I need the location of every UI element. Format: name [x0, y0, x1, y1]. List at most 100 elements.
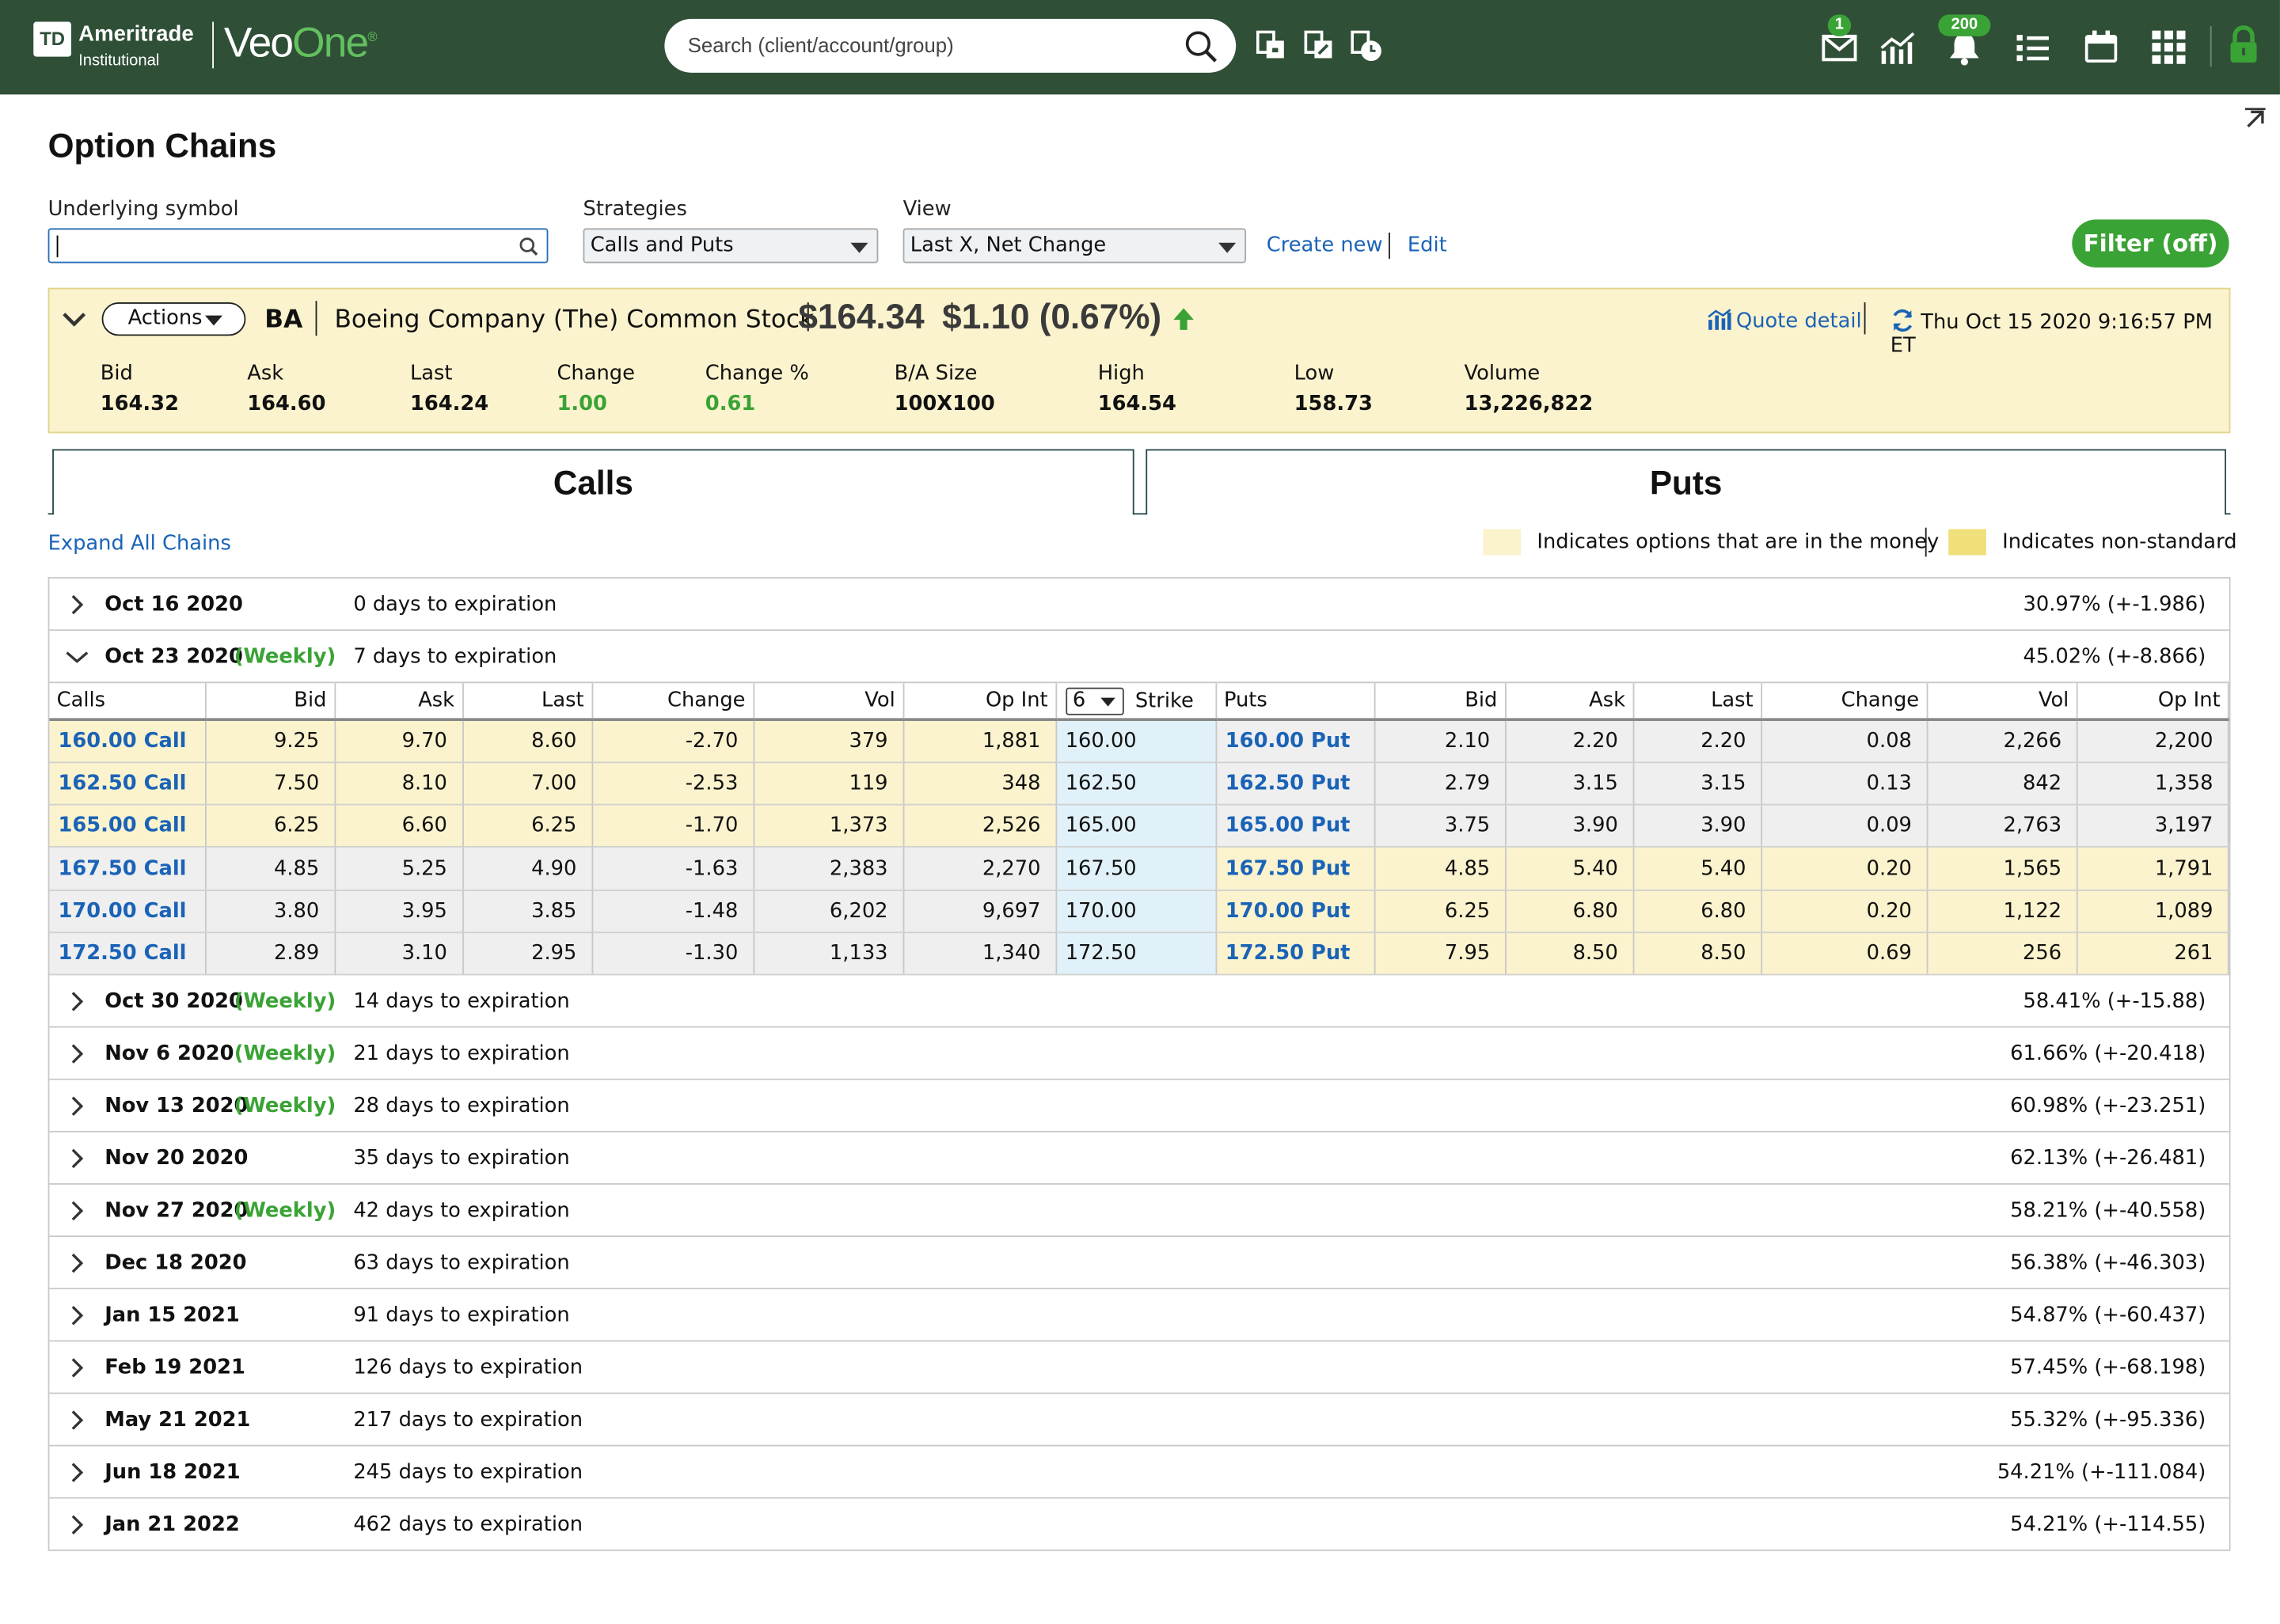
refresh-icon[interactable] — [1890, 309, 1921, 334]
call-cell[interactable]: 7.50 — [205, 761, 336, 806]
call-cell[interactable]: 3.10 — [334, 932, 464, 976]
call-cell[interactable]: 2.95 — [462, 932, 593, 976]
call-cell[interactable]: 4.85 — [205, 847, 336, 891]
put-cell[interactable]: 5.40 — [1633, 847, 1762, 891]
expiration-row[interactable]: Nov 6 2020 (Weekly) 21 days to expiration 6… — [49, 1028, 2229, 1081]
actions-button[interactable]: Actions — [101, 302, 246, 336]
search-icon[interactable] — [1184, 29, 1218, 70]
call-cell[interactable]: 6.25 — [462, 804, 593, 848]
chevron-right-icon[interactable] — [70, 1149, 84, 1175]
put-cell[interactable]: 2,266 — [1927, 719, 2078, 763]
column-header[interactable]: Change — [1761, 683, 1928, 722]
column-header[interactable]: Calls — [49, 683, 206, 722]
chevron-right-icon[interactable] — [70, 1254, 84, 1280]
put-cell[interactable]: 6.80 — [1505, 890, 1635, 934]
put-cell[interactable]: 0.20 — [1761, 890, 1928, 934]
put-option-link[interactable]: 170.00 Put — [1215, 890, 1376, 934]
strategies-dropdown[interactable]: Calls and Puts — [583, 228, 879, 264]
chevron-right-icon[interactable] — [70, 1358, 84, 1384]
column-header[interactable]: Ask — [1505, 683, 1635, 722]
call-cell[interactable]: 8.60 — [462, 719, 593, 763]
column-header[interactable]: Op Int — [902, 683, 1057, 722]
lock-icon[interactable] — [2229, 25, 2259, 70]
chevron-right-icon[interactable] — [70, 1515, 84, 1541]
put-cell[interactable]: 2,763 — [1927, 804, 2078, 848]
call-cell[interactable]: 1,133 — [753, 932, 904, 976]
chevron-right-icon[interactable] — [70, 594, 84, 620]
put-cell[interactable]: 8.50 — [1505, 932, 1635, 976]
put-cell[interactable]: 6.80 — [1633, 890, 1762, 934]
put-cell[interactable]: 2.20 — [1633, 719, 1762, 763]
call-cell[interactable]: 9.70 — [334, 719, 464, 763]
filter-button[interactable]: Filter (off) — [2072, 219, 2229, 268]
call-cell[interactable]: 9,697 — [902, 890, 1057, 934]
table-row[interactable]: 160.00 Call 9.25 9.70 8.60 -2.70 379 1,881 160.… — [49, 719, 2229, 763]
call-cell[interactable]: 1,373 — [753, 804, 904, 848]
column-header[interactable]: Last — [1633, 683, 1762, 722]
tab-calls[interactable]: Calls — [52, 449, 1134, 515]
call-option-link[interactable]: 167.50 Call — [49, 847, 206, 891]
call-option-link[interactable]: 170.00 Call — [49, 890, 206, 934]
table-row[interactable]: 172.50 Call 2.89 3.10 2.95 -1.30 1,133 1,340 17… — [49, 932, 2229, 976]
call-cell[interactable]: 2.89 — [205, 932, 336, 976]
quote-detail-link[interactable]: Quote detail — [1707, 308, 1862, 333]
expiration-row[interactable]: May 21 2021 217 days to expiration 55.32% … — [49, 1394, 2229, 1448]
put-cell[interactable]: 3.15 — [1505, 761, 1635, 806]
call-cell[interactable]: -1.70 — [591, 804, 754, 848]
put-cell[interactable]: 3.90 — [1505, 804, 1635, 848]
list-icon[interactable] — [2016, 32, 2050, 70]
expiration-row[interactable]: Feb 19 2021 126 days to expiration 57.45% … — [49, 1341, 2229, 1394]
call-option-link[interactable]: 165.00 Call — [49, 804, 206, 848]
chevron-down-icon[interactable] — [61, 308, 87, 337]
expiration-row[interactable]: Oct 16 2020 0 days to expiration 30.97% (+… — [49, 579, 2229, 632]
table-row[interactable]: 167.50 Call 4.85 5.25 4.90 -1.63 2,383 2,270 16… — [49, 847, 2229, 891]
call-cell[interactable]: 348 — [902, 761, 1057, 806]
expiration-row[interactable]: Nov 13 2020 (Weekly) 28 days to expiration… — [49, 1080, 2229, 1133]
tab-puts[interactable]: Puts — [1146, 449, 2226, 515]
td-logo[interactable]: TD — [33, 21, 71, 57]
edit-link[interactable]: Edit — [1407, 233, 1447, 258]
expiration-row[interactable]: Oct 30 2020 (Weekly) 14 days to expiration… — [49, 975, 2229, 1029]
put-cell[interactable]: 1,122 — [1927, 890, 2078, 934]
column-header[interactable]: Bid — [205, 683, 336, 722]
put-cell[interactable]: 3.90 — [1633, 804, 1762, 848]
put-cell[interactable]: 5.40 — [1505, 847, 1635, 891]
put-option-link[interactable]: 172.50 Put — [1215, 932, 1376, 976]
search-icon[interactable] — [519, 237, 538, 261]
client-add-icon[interactable] — [1256, 30, 1288, 69]
call-option-link[interactable]: 160.00 Call — [49, 719, 206, 763]
chevron-down-icon[interactable] — [66, 647, 89, 670]
put-cell[interactable]: 0.69 — [1761, 932, 1928, 976]
put-option-link[interactable]: 165.00 Put — [1215, 804, 1376, 848]
call-cell[interactable]: 4.90 — [462, 847, 593, 891]
call-cell[interactable]: 7.00 — [462, 761, 593, 806]
global-search-input[interactable] — [687, 30, 1168, 60]
call-option-link[interactable]: 172.50 Call — [49, 932, 206, 976]
put-option-link[interactable]: 162.50 Put — [1215, 761, 1376, 806]
column-header[interactable]: Last — [462, 683, 593, 722]
put-cell[interactable]: 8.50 — [1633, 932, 1762, 976]
call-cell[interactable]: -1.48 — [591, 890, 754, 934]
call-option-link[interactable]: 162.50 Call — [49, 761, 206, 806]
calendar-icon[interactable] — [2084, 29, 2118, 70]
expiration-row[interactable]: Dec 18 2020 63 days to expiration 56.38% (… — [49, 1237, 2229, 1290]
strike-count-select[interactable]: 6 — [1065, 686, 1124, 715]
bell-icon[interactable] — [1948, 31, 1980, 71]
table-row[interactable]: 162.50 Call 7.50 8.10 7.00 -2.53 119 348 162.50… — [49, 761, 2229, 806]
put-cell[interactable]: 0.13 — [1761, 761, 1928, 806]
put-cell[interactable]: 2,200 — [2077, 719, 2229, 763]
chevron-right-icon[interactable] — [70, 1410, 84, 1436]
call-cell[interactable]: 5.25 — [334, 847, 464, 891]
call-cell[interactable]: 379 — [753, 719, 904, 763]
put-cell[interactable]: 3.75 — [1374, 804, 1507, 848]
column-header[interactable]: Vol — [753, 683, 904, 722]
client-clock-icon[interactable] — [1351, 30, 1382, 69]
underlying-symbol-input[interactable] — [48, 228, 549, 264]
call-cell[interactable]: 2,526 — [902, 804, 1057, 848]
column-header[interactable]: Vol — [1927, 683, 2078, 722]
call-cell[interactable]: 3.85 — [462, 890, 593, 934]
table-row[interactable]: 170.00 Call 3.80 3.95 3.85 -1.48 6,202 9,697 17… — [49, 890, 2229, 934]
expiration-row[interactable]: Jan 15 2021 91 days to expiration 54.87% (… — [49, 1289, 2229, 1342]
call-cell[interactable]: 8.10 — [334, 761, 464, 806]
put-cell[interactable]: 261 — [2077, 932, 2229, 976]
